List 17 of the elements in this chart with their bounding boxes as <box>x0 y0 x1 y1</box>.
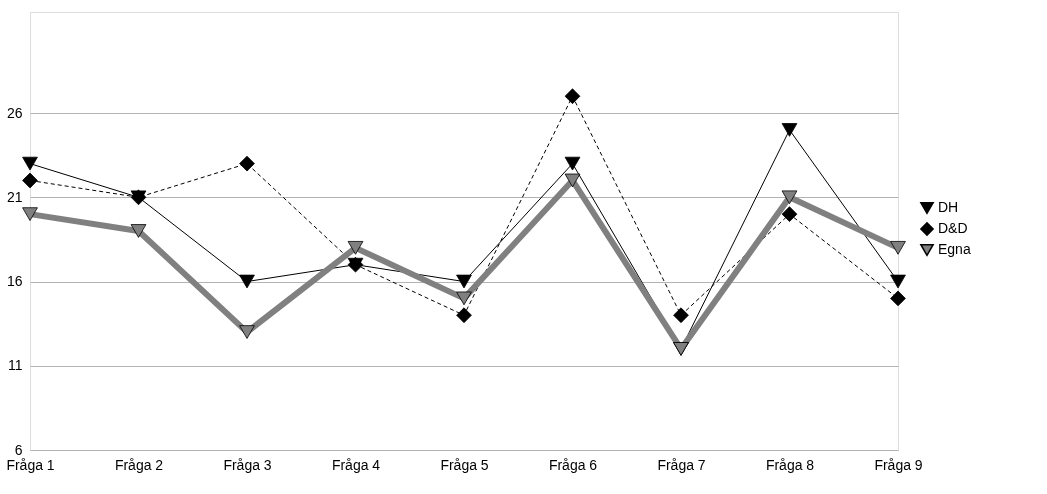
legend-label: DH <box>938 199 959 215</box>
legend-label: Egna <box>938 241 971 257</box>
x-tick-label: Fråga 2 <box>114 456 164 473</box>
y-tick-label: 6 <box>14 441 23 458</box>
y-tick-label: 16 <box>6 273 23 290</box>
x-tick-label: Fråga 6 <box>548 456 598 473</box>
y-tick-label: 11 <box>7 357 23 374</box>
legend-label: D&D <box>938 220 968 236</box>
x-tick-label: Fråga 7 <box>657 456 706 473</box>
x-tick-label: Fråga 1 <box>6 456 55 473</box>
x-tick-label: Fråga 8 <box>765 456 815 473</box>
x-tick-label: Fråga 9 <box>874 456 923 473</box>
y-tick-label: 21 <box>6 188 23 205</box>
x-tick-label: Fråga 5 <box>440 456 489 473</box>
y-tick-label: 26 <box>6 104 23 121</box>
x-tick-label: Fråga 4 <box>331 456 381 473</box>
x-tick-label: Fråga 3 <box>223 456 272 473</box>
